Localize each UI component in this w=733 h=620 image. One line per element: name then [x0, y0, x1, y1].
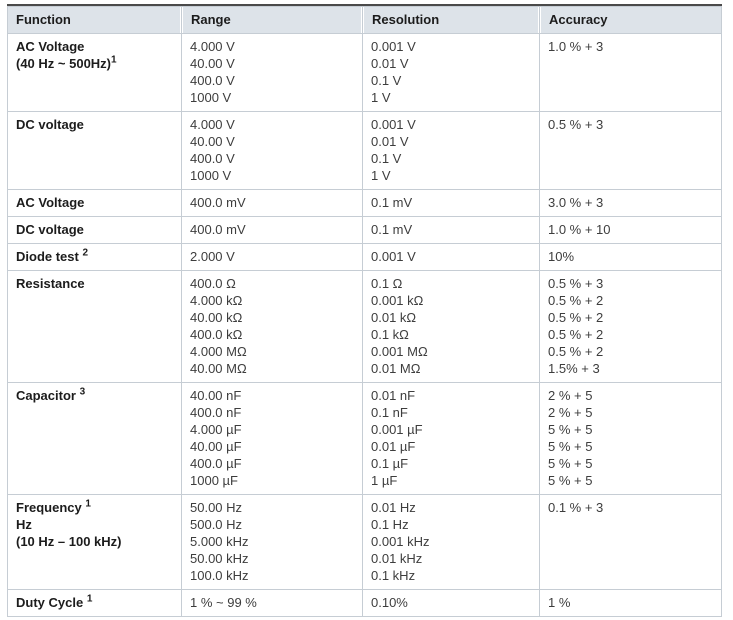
function-line: (10 Hz – 100 kHz): [16, 534, 122, 549]
function-cell: DC voltage: [8, 217, 181, 243]
function-line: DC voltage: [16, 117, 84, 132]
function-line: Duty Cycle 1: [16, 593, 93, 610]
footnote-superscript: 3: [79, 386, 86, 398]
column-header-accuracy: Accuracy: [540, 7, 721, 33]
accuracy-cell: 2 % + 5 2 % + 5 5 % + 5 5 % + 5 5 % + 5 …: [540, 383, 721, 494]
function-line: AC Voltage: [16, 39, 85, 54]
range-cell: 50.00 Hz 500.0 Hz 5.000 kHz 50.00 kHz 10…: [182, 495, 362, 589]
accuracy-cell: 1.0 % + 10: [540, 217, 721, 243]
table-row: Duty Cycle 1 1 % ~ 99 % 0.10% 1 %: [8, 590, 721, 616]
function-cell: Resistance: [8, 271, 181, 382]
accuracy-cell: 0.1 % + 3: [540, 495, 721, 589]
table-row: Resistance 400.0 Ω 4.000 kΩ 40.00 kΩ 400.…: [8, 271, 721, 382]
table-row: AC Voltage 400.0 mV 0.1 mV 3.0 % + 3: [8, 190, 721, 216]
spec-table-body: AC Voltage (40 Hz ~ 500Hz)1 4.000 V 40.00 …: [8, 34, 721, 616]
range-cell: 400.0 Ω 4.000 kΩ 40.00 kΩ 400.0 kΩ 4.000…: [182, 271, 362, 382]
resolution-cell: 0.001 V 0.01 V 0.1 V 1 V: [363, 112, 539, 189]
table-row: DC voltage 4.000 V 40.00 V 400.0 V 1000 V…: [8, 112, 721, 189]
footnote-superscript: 1: [111, 54, 117, 66]
footnote-superscript: 2: [82, 247, 89, 259]
footnote-superscript: 1: [86, 593, 93, 605]
resolution-cell: 0.01 Hz 0.1 Hz 0.001 kHz 0.01 kHz 0.1 kH…: [363, 495, 539, 589]
resolution-cell: 0.01 nF 0.1 nF 0.001 µF 0.01 µF 0.1 µF 1…: [363, 383, 539, 494]
function-line: Capacitor 3: [16, 386, 86, 403]
function-line: Resistance: [16, 276, 85, 291]
footnote-superscript: 1: [85, 498, 91, 510]
column-header-function: Function: [8, 7, 181, 33]
range-cell: 1 % ~ 99 %: [182, 590, 362, 616]
table-row: Capacitor 3 40.00 nF 400.0 nF 4.000 µF 40…: [8, 383, 721, 494]
function-line: Frequency 1: [16, 498, 91, 515]
table-row: AC Voltage (40 Hz ~ 500Hz)1 4.000 V 40.00 …: [8, 34, 721, 111]
function-cell: AC Voltage (40 Hz ~ 500Hz)1: [8, 34, 181, 111]
column-header-resolution: Resolution: [363, 7, 539, 33]
accuracy-cell: 0.5 % + 3: [540, 112, 721, 189]
resolution-cell: 0.1 mV: [363, 190, 539, 216]
range-cell: 400.0 mV: [182, 217, 362, 243]
function-cell: Duty Cycle 1: [8, 590, 181, 616]
range-cell: 40.00 nF 400.0 nF 4.000 µF 40.00 µF 400.…: [182, 383, 362, 494]
accuracy-cell: 10%: [540, 244, 721, 270]
table-row: Frequency 1 Hz (10 Hz – 100 kHz) 50.00 Hz 5…: [8, 495, 721, 589]
function-cell: DC voltage: [8, 112, 181, 189]
function-line: DC voltage: [16, 222, 84, 237]
range-cell: 2.000 V: [182, 244, 362, 270]
spec-table: Function Range Resolution Accuracy AC Vo…: [7, 4, 722, 617]
range-cell: 4.000 V 40.00 V 400.0 V 1000 V: [182, 34, 362, 111]
function-line: Diode test 2: [16, 247, 89, 264]
function-cell: Capacitor 3: [8, 383, 181, 494]
column-header-range: Range: [182, 7, 362, 33]
accuracy-cell: 3.0 % + 3: [540, 190, 721, 216]
function-line: Hz: [16, 517, 32, 532]
function-cell: Diode test 2: [8, 244, 181, 270]
accuracy-cell: 0.5 % + 3 0.5 % + 2 0.5 % + 2 0.5 % + 2 …: [540, 271, 721, 382]
range-cell: 4.000 V 40.00 V 400.0 V 1000 V: [182, 112, 362, 189]
accuracy-cell: 1 %: [540, 590, 721, 616]
function-cell: Frequency 1 Hz (10 Hz – 100 kHz): [8, 495, 181, 589]
range-cell: 400.0 mV: [182, 190, 362, 216]
resolution-cell: 0.001 V: [363, 244, 539, 270]
resolution-cell: 0.1 Ω 0.001 kΩ 0.01 kΩ 0.1 kΩ 0.001 MΩ 0…: [363, 271, 539, 382]
header-row: Function Range Resolution Accuracy: [8, 7, 721, 33]
resolution-cell: 0.1 mV: [363, 217, 539, 243]
resolution-cell: 0.001 V 0.01 V 0.1 V 1 V: [363, 34, 539, 111]
resolution-cell: 0.10%: [363, 590, 539, 616]
function-line: (40 Hz ~ 500Hz)1: [16, 54, 117, 71]
function-line: AC Voltage: [16, 195, 85, 210]
accuracy-cell: 1.0 % + 3: [540, 34, 721, 111]
table-row: Diode test 2 2.000 V 0.001 V 10%: [8, 244, 721, 270]
table-row: DC voltage 400.0 mV 0.1 mV 1.0 % + 10: [8, 217, 721, 243]
function-cell: AC Voltage: [8, 190, 181, 216]
spec-table-header: Function Range Resolution Accuracy: [8, 7, 721, 33]
